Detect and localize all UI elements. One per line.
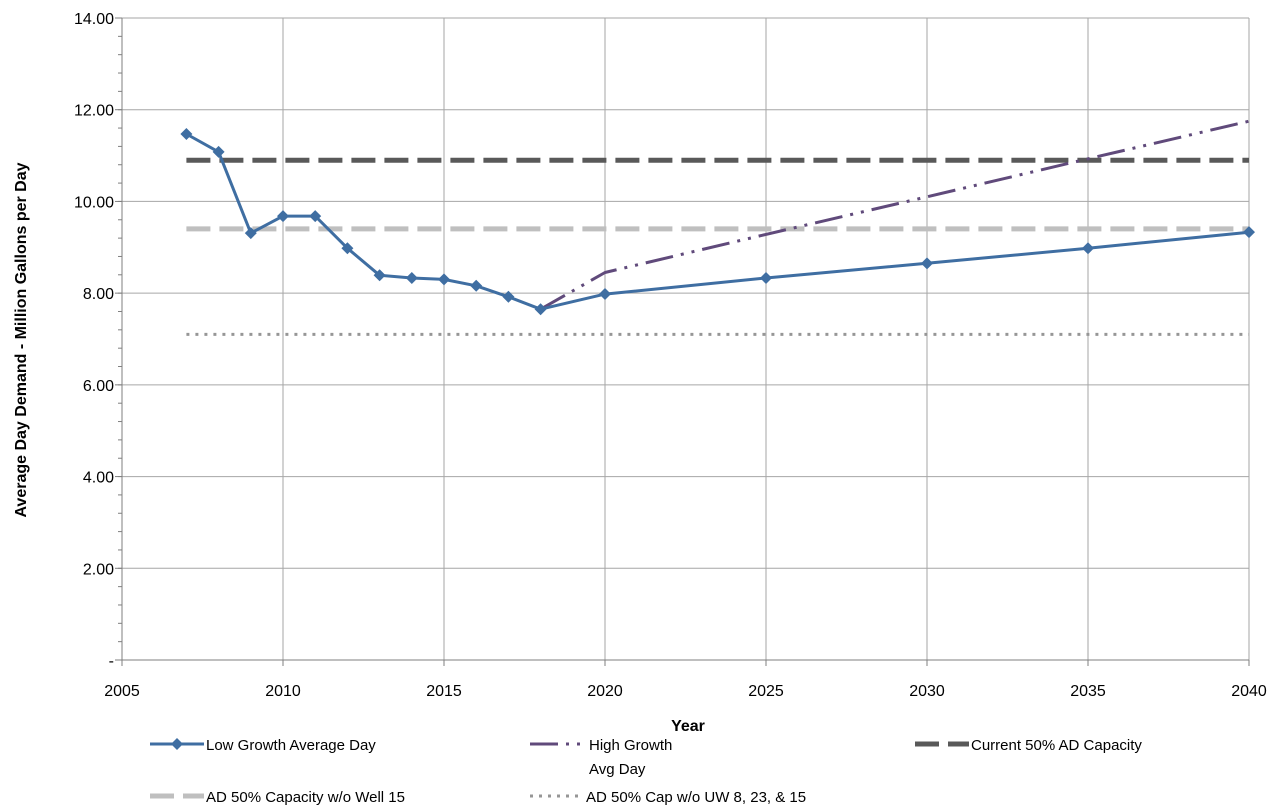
data-point-marker [534,303,547,316]
data-point-marker [760,272,772,285]
legend-item-3: AD 50% Capacity w/o Well 15 [150,789,405,806]
y-tick-label: 14.00 [74,11,114,28]
data-point-marker [180,128,193,141]
legend-label: High Growth [589,737,672,754]
legend-marker [171,738,183,750]
data-point-marker [438,273,450,286]
data-point-marker [470,279,483,292]
data-point-marker [373,269,386,282]
legend-item-4: AD 50% Cap w/o UW 8, 23, & 15 [530,789,806,806]
data-point-marker [921,257,933,270]
data-point-marker [244,227,257,240]
y-tick-label: 8.00 [83,286,114,303]
legend-item-0: Low Growth Average Day [150,737,376,754]
x-tick-label: 2040 [1231,683,1267,700]
data-point-marker [1082,242,1094,255]
x-axis-title: Year [671,718,705,735]
legend-label: AD 50% Cap w/o UW 8, 23, & 15 [586,789,806,806]
x-tick-label: 2010 [265,683,301,700]
y-tick-label: 10.00 [74,194,114,211]
y-tick-labels: - 2.00 4.00 6.00 8.00 10.00 12.00 14.00 [74,11,114,670]
series-layer [180,119,1255,336]
data-point-marker [599,288,611,301]
y-tick-label: 4.00 [83,470,114,487]
x-tick-label: 2025 [748,683,784,700]
data-point-marker [502,290,515,303]
legend-item-2: Current 50% AD Capacity [915,737,1142,754]
legend-item-1: High Growth Avg Day [530,737,672,778]
y-axis-title: Average Day Demand - Million Gallons per… [13,162,30,517]
x-tick-label: 2035 [1070,683,1106,700]
x-tick-label: 2015 [426,683,462,700]
series-line-1 [539,119,1250,311]
data-point-marker [212,145,225,158]
x-tick-label: 2030 [909,683,945,700]
x-tick-labels: 2005 2010 2015 2020 2025 2030 2035 2040 [104,683,1267,700]
legend-label: Current 50% AD Capacity [971,737,1142,754]
grid [122,17,1250,660]
y-tick-label: 12.00 [74,103,114,120]
legend-label: Low Growth Average Day [206,737,376,754]
data-point-marker [1243,226,1255,239]
data-point-marker [277,210,289,223]
y-tick-label: 2.00 [83,561,114,578]
data-point-marker [341,242,354,255]
axes [115,17,1250,666]
y-tick-label: 6.00 [83,378,114,395]
y-tick-label: - [109,653,114,670]
legend-label: Avg Day [589,761,646,778]
data-point-marker [405,272,418,285]
data-point-marker [309,210,322,223]
x-tick-label: 2005 [104,683,140,700]
x-tick-label: 2020 [587,683,623,700]
legend-label: AD 50% Capacity w/o Well 15 [206,789,405,806]
legend: Low Growth Average Day High Growth Avg Day… [150,737,1142,806]
